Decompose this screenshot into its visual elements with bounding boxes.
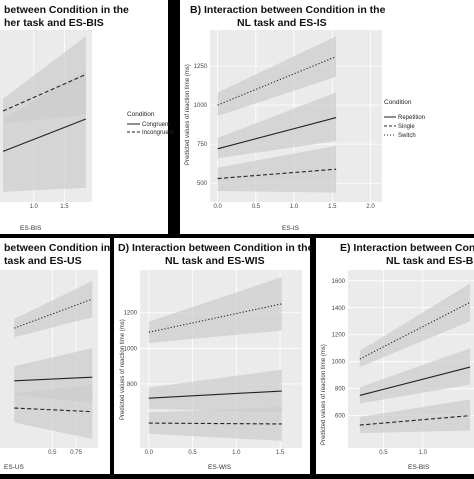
panel-b-line-repetition	[217, 117, 337, 150]
panel-b-ylabel: Predicted values of reaction time (ms)	[185, 64, 191, 165]
panel-e-ytick-0: 600	[335, 414, 346, 420]
panel-e-ytick-1: 800	[335, 387, 346, 393]
panel-c-xlabel: ES-US	[4, 464, 25, 471]
panel-a-line-congruent	[2, 118, 87, 152]
panel-a: between Condition in the her task and ES…	[0, 0, 174, 234]
panel-d-xtick-1: 0.5	[188, 450, 197, 456]
panel-b-xtick-1: 0.5	[252, 204, 261, 210]
panel-d-title-line2: NL task and ES-WIS	[165, 255, 265, 267]
panel-d-ylabel: Predicted values of reaction time (ms)	[120, 319, 126, 420]
panel-e-band-switch	[359, 283, 471, 368]
panel-b-ytick-3: 1250	[194, 64, 208, 70]
panel-d-line-switch	[148, 303, 282, 333]
legend2-entry-switch: Switch	[398, 133, 416, 139]
panel-e-title-line1: E) Interaction between Conditi	[340, 242, 474, 254]
panel-d-ytick-0: 800	[127, 382, 138, 388]
panel-d: D) Interaction between Condition in the …	[114, 238, 314, 474]
legend-congruent-incongruent: Condition Congruent Incongruent	[127, 111, 174, 136]
legend1-entry-incongruent: Incongruent	[142, 130, 174, 136]
panel-e-ytick-2: 1000	[332, 360, 346, 366]
legend2-entry-repetition: Repetition	[398, 115, 425, 121]
panel-b-line-switch	[217, 56, 337, 106]
panel-b-band-single	[217, 145, 337, 193]
panel-b-plot: 0.0 0.5 1.0 1.5 2.0 500 750 1000 1250	[194, 30, 382, 210]
panel-a-xlabel: ES-BIS	[20, 225, 42, 232]
panel-e-line-single	[359, 415, 471, 426]
panel-e-ytick-4: 1400	[332, 306, 346, 312]
panel-e-ylabel: Predicted values of reaction time (ms)	[321, 344, 327, 445]
panel-c-title-line1: between Condition in the	[4, 242, 129, 254]
panel-a-plot: 1.0 1.5	[0, 30, 92, 210]
panel-c-band-switch	[14, 280, 93, 338]
legend-repetition-single-switch: Condition Repetition Single Switch	[384, 99, 425, 139]
panel-a-xtick-0: 1.0	[30, 204, 39, 210]
panel-e-title-line2: NL task and ES-BIS	[386, 255, 474, 267]
panel-b-ytick-2: 1000	[194, 103, 208, 109]
panel-b-ytick-1: 750	[197, 142, 208, 148]
legend1-entry-congruent: Congruent	[142, 122, 170, 128]
panel-c-line-repetition	[14, 376, 93, 382]
panel-e-plot: 0.5 1.0 600 800 1000 1200 1400 1600	[332, 270, 474, 456]
panel-e: E) Interaction between Conditi NL task a…	[316, 238, 474, 474]
panel-a-line-incongruent	[2, 74, 87, 112]
panel-a-title-line2: her task and ES-BIS	[4, 17, 104, 29]
panel-b-title-line1: B) Interaction between Condition in the	[190, 4, 386, 16]
panel-a-xtick-1: 1.5	[60, 204, 69, 210]
panel-b-line-single	[217, 168, 337, 180]
panel-c-xtick-1: 0.75	[70, 450, 82, 456]
panel-b-xtick-3: 1.5	[328, 204, 337, 210]
panel-d-band-repetition	[148, 369, 282, 413]
panel-d-plot: 0.0 0.5 1.0 1.5 800 1000 1200	[124, 270, 302, 456]
panel-b-xtick-4: 2.0	[366, 204, 375, 210]
panel-c-line-switch	[14, 298, 93, 329]
legend1-title: Condition	[127, 111, 155, 118]
panel-d-xtick-2: 1.0	[232, 450, 241, 456]
panel-b-band-repetition	[217, 92, 337, 159]
panel-c-xtick-0: 0.5	[48, 450, 57, 456]
panel-e-xtick-1: 1.0	[419, 450, 428, 456]
panel-e-line-repetition	[359, 366, 471, 396]
panel-e-xlabel: ES-BIS	[408, 464, 430, 471]
panel-a-title-line1: between Condition in the	[4, 4, 129, 16]
panel-b-xtick-0: 0.0	[213, 204, 222, 210]
panel-d-xtick-0: 0.0	[145, 450, 154, 456]
panel-b-xlabel: ES-IS	[282, 225, 300, 232]
panel-e-xtick-0: 0.5	[379, 450, 388, 456]
panel-e-ytick-5: 1600	[332, 279, 346, 285]
panel-d-line-single	[148, 422, 282, 425]
panel-c-title-line2: task and ES-US	[4, 255, 82, 267]
panel-b-xtick-2: 1.0	[290, 204, 299, 210]
panel-c-line-single	[14, 407, 93, 413]
panel-d-xtick-3: 1.5	[276, 450, 285, 456]
panel-c-plot: 0.5 0.75	[0, 270, 98, 456]
panel-b-band-switch	[217, 36, 337, 116]
panel-d-xlabel: ES-WIS	[208, 464, 232, 471]
panel-d-ytick-2: 1200	[124, 311, 138, 317]
panel-b-title-line2: NL task and ES-IS	[237, 17, 327, 29]
panel-d-line-repetition	[148, 390, 282, 399]
panel-e-band-single	[359, 399, 471, 434]
panel-c: between Condition in the task and ES-US …	[0, 238, 129, 474]
panel-d-title-line1: D) Interaction between Condition in the	[118, 242, 314, 254]
panel-b-ytick-0: 500	[197, 181, 208, 187]
legend2-entry-single: Single	[398, 124, 415, 130]
panel-b: B) Interaction between Condition in the …	[180, 0, 474, 234]
panel-e-line-switch	[359, 301, 471, 360]
legend2-title: Condition	[384, 99, 412, 106]
panel-d-ytick-1: 1000	[124, 346, 138, 352]
panel-d-band-switch	[148, 277, 282, 343]
panel-c-band-single	[14, 384, 93, 439]
panel-e-band-repetition	[359, 348, 471, 404]
panel-e-ytick-3: 1200	[332, 333, 346, 339]
